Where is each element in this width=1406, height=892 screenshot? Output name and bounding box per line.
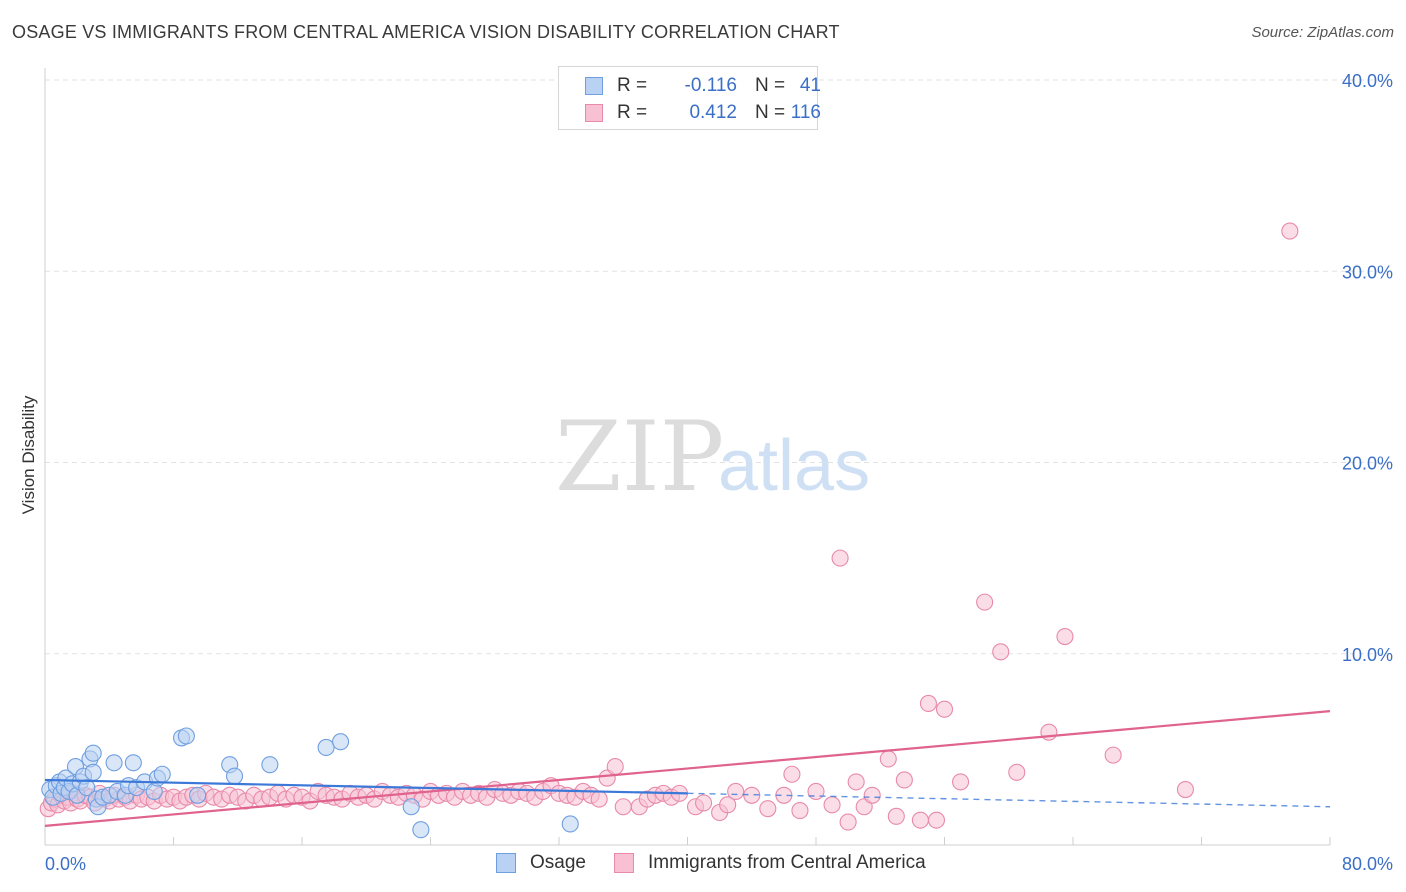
osage-point xyxy=(84,744,102,762)
immigrants-point xyxy=(695,794,713,812)
immigrants-point xyxy=(879,750,897,768)
osage-point xyxy=(177,727,195,745)
osage-point xyxy=(124,754,142,772)
immigrants-point xyxy=(1281,222,1299,240)
n-value-osage: 41 xyxy=(799,75,821,96)
osage-point xyxy=(153,765,171,783)
y-tick-label: 40.0% xyxy=(1342,71,1393,91)
immigrants-legend-label: Immigrants from Central America xyxy=(648,852,926,873)
immigrants-point xyxy=(823,796,841,814)
immigrants-point xyxy=(895,771,913,789)
immigrants-point xyxy=(919,694,937,713)
osage-trend-line xyxy=(44,778,688,795)
immigrants-point xyxy=(847,773,865,791)
series-immigrants-points xyxy=(39,222,1299,831)
osage-point xyxy=(261,756,279,774)
immigrants-point xyxy=(606,758,624,776)
r-value-immigrants: 0.412 xyxy=(689,102,737,123)
immigrants-swatch xyxy=(585,104,603,122)
watermark: ZIP atlas xyxy=(555,401,870,513)
immigrants-point xyxy=(927,811,946,829)
immigrants-point xyxy=(831,549,849,567)
immigrants-legend-swatch xyxy=(614,853,634,873)
chart-title: OSAGE VS IMMIGRANTS FROM CENTRAL AMERICA… xyxy=(12,22,840,42)
immigrants-point xyxy=(759,800,777,818)
immigrants-point xyxy=(614,798,632,816)
x-tick-label: 80.0% xyxy=(1342,854,1393,874)
osage-point xyxy=(105,754,123,772)
osage-point xyxy=(402,798,420,816)
osage-point xyxy=(84,763,102,781)
immigrants-point xyxy=(863,786,881,804)
y-tick-label: 30.0% xyxy=(1342,262,1393,282)
osage-point xyxy=(225,767,244,785)
osage-swatch xyxy=(585,77,603,95)
osage-point xyxy=(412,821,430,839)
series-legend: Osage Immigrants from Central America xyxy=(0,851,1406,879)
tick-labels: 10.0% 20.0% 30.0% 40.0% 0.0% 80.0% xyxy=(45,71,1393,874)
axes xyxy=(44,68,1331,846)
r-label: R = xyxy=(617,102,648,123)
n-label: N = xyxy=(755,102,786,123)
immigrants-point xyxy=(1008,763,1026,781)
immigrants-point xyxy=(911,811,929,829)
watermark-zip: ZIP xyxy=(555,401,724,513)
trend-lines xyxy=(44,710,1331,827)
r-value-osage: -0.116 xyxy=(684,75,737,96)
immigrants-point xyxy=(590,790,608,808)
source-credit: Source: ZipAtlas.com xyxy=(1251,24,1394,41)
immigrants-point xyxy=(935,700,954,718)
watermark-atlas: atlas xyxy=(718,426,870,506)
x-tick-label: 0.0% xyxy=(45,854,86,874)
immigrants-point xyxy=(976,593,994,611)
immigrants-trend-line xyxy=(44,710,1331,827)
immigrants-point xyxy=(887,807,905,825)
immigrants-point xyxy=(719,796,737,814)
immigrants-point xyxy=(791,802,809,820)
immigrants-point xyxy=(992,643,1010,661)
osage-point xyxy=(317,738,335,757)
immigrants-point xyxy=(743,786,761,804)
n-value-immigrants: 116 xyxy=(790,102,821,123)
y-axis-label: Vision Disability xyxy=(19,395,38,514)
y-tick-label: 20.0% xyxy=(1342,454,1393,474)
immigrants-point xyxy=(783,765,801,783)
osage-point xyxy=(78,779,96,797)
gridlines xyxy=(45,79,1392,655)
immigrants-point xyxy=(807,782,825,801)
immigrants-point xyxy=(952,773,970,791)
osage-legend-label: Osage xyxy=(530,852,586,873)
immigrants-point xyxy=(1176,780,1194,799)
osage-trend-extension xyxy=(687,792,1331,808)
n-label: N = xyxy=(755,75,786,96)
series-osage-points xyxy=(41,727,579,839)
correlation-legend: R = -0.116 N = 41 R = 0.412 N = 116 xyxy=(558,66,821,130)
y-tick-label: 10.0% xyxy=(1342,645,1393,665)
osage-point xyxy=(189,786,207,804)
immigrants-point xyxy=(1104,746,1122,764)
osage-legend-swatch xyxy=(496,853,516,873)
osage-point xyxy=(561,815,579,833)
immigrants-point xyxy=(1056,627,1074,646)
osage-point xyxy=(331,733,350,751)
immigrants-point xyxy=(839,813,857,831)
immigrants-point xyxy=(727,782,745,801)
r-label: R = xyxy=(617,75,648,96)
